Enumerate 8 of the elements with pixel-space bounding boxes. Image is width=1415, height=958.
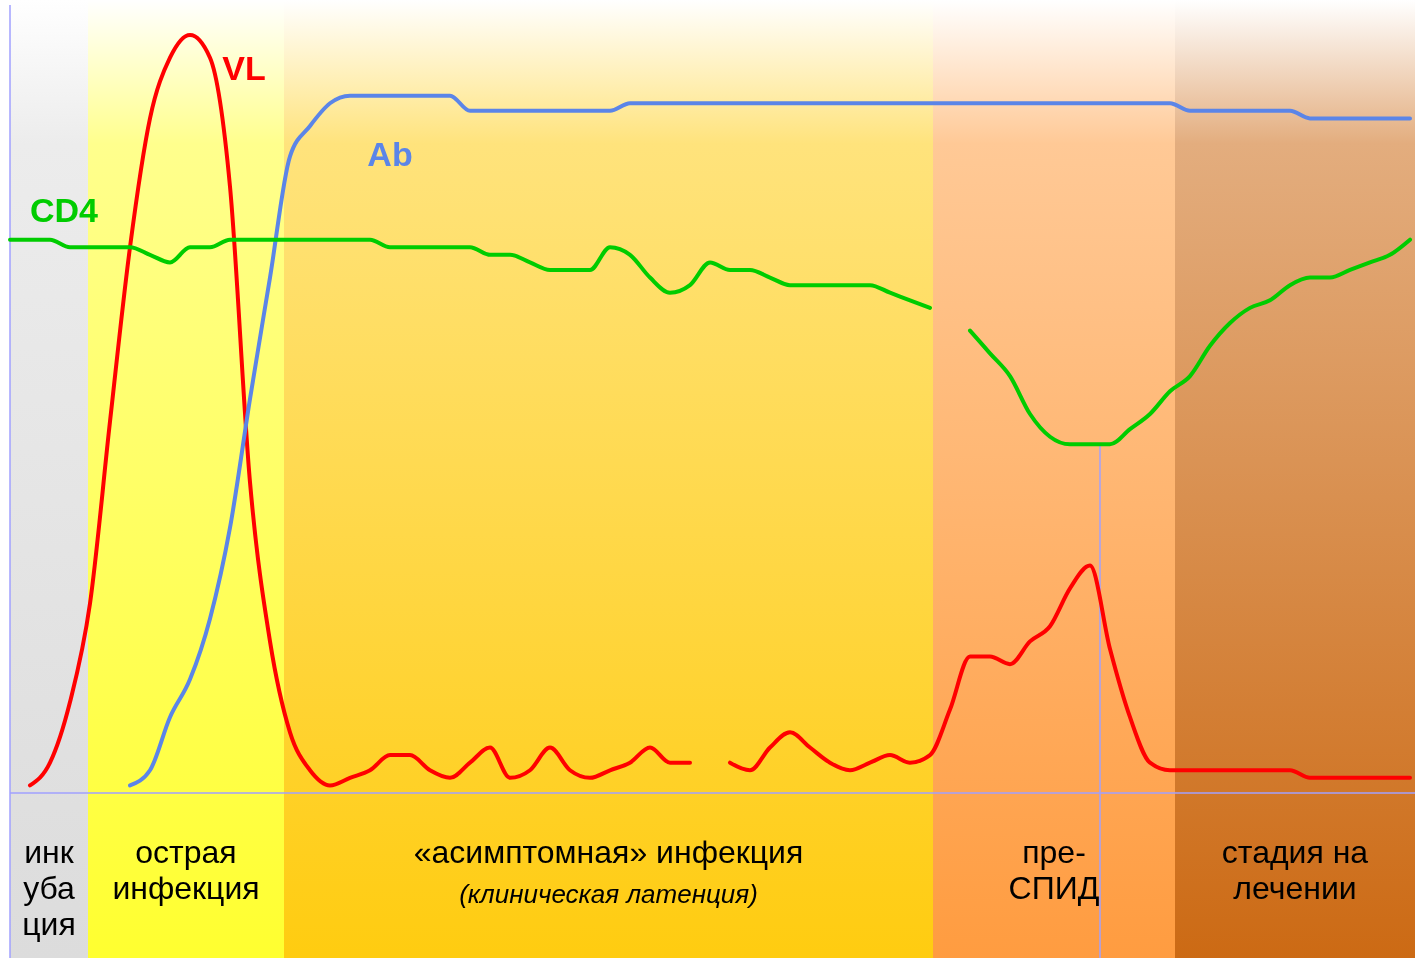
series-label: VL: [222, 49, 266, 88]
text: «асимптомная» инфекция (клиническая латенция): [413, 834, 804, 909]
series-label: Ab: [367, 134, 413, 173]
text: острая инфекция: [112, 834, 260, 906]
text: стадия на лечении: [1221, 834, 1369, 906]
text: пре- СПИД: [1008, 834, 1100, 906]
series-label: CD4: [30, 190, 99, 229]
text: инк уба ция: [22, 834, 76, 942]
